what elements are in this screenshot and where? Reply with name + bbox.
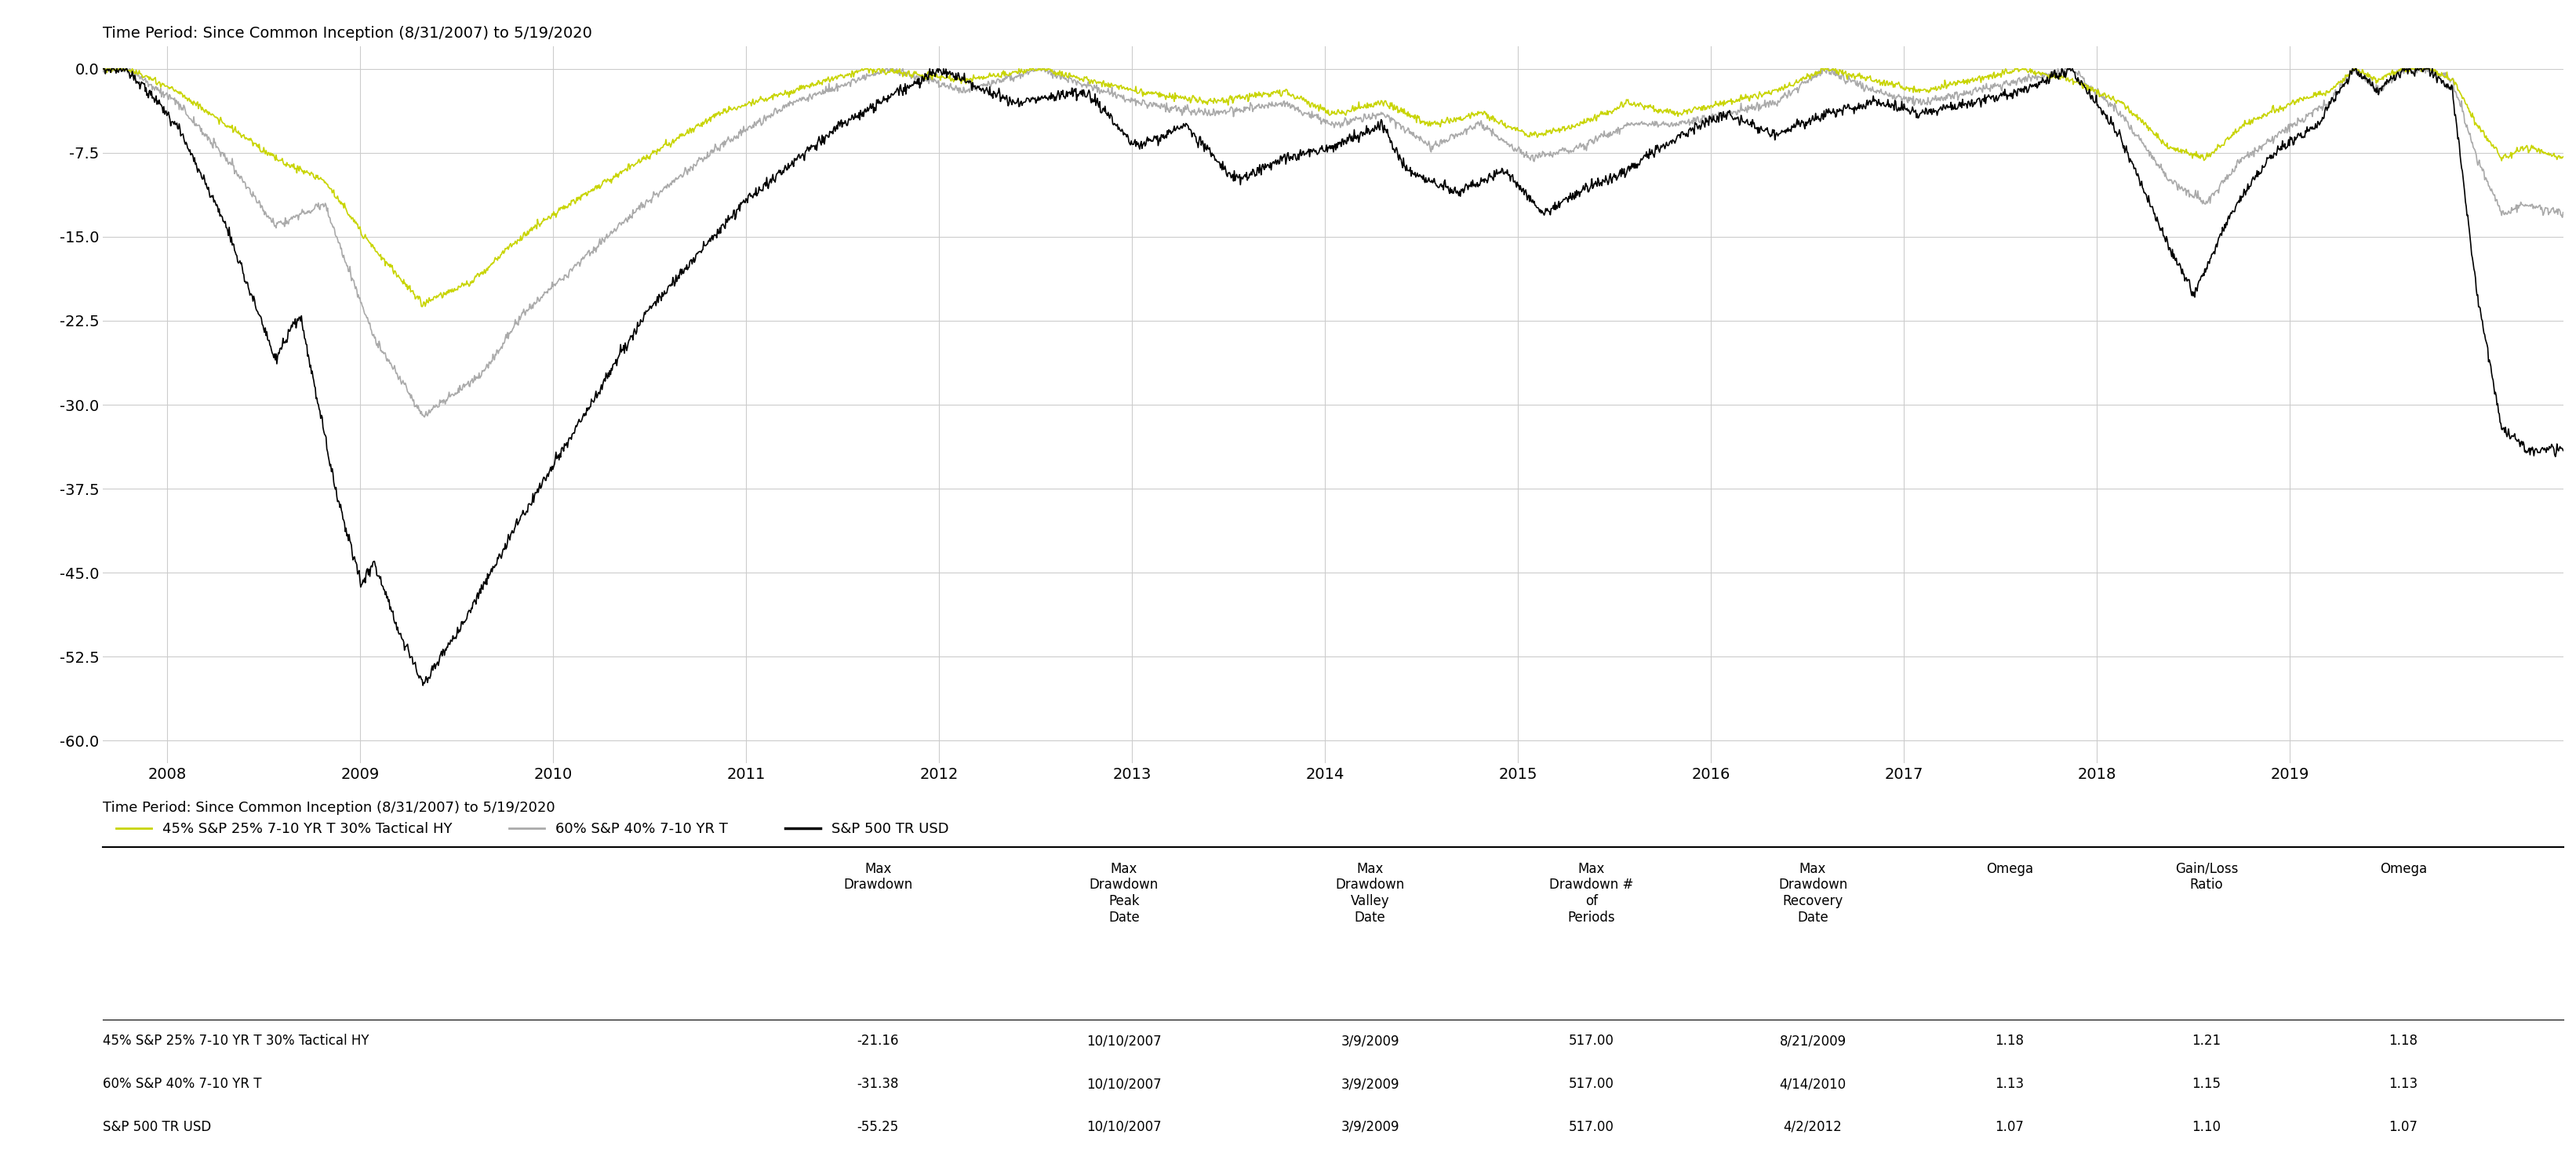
Text: Max
Drawdown: Max Drawdown xyxy=(842,862,912,892)
Text: 3/9/2009: 3/9/2009 xyxy=(1340,1076,1399,1092)
Text: 1.18: 1.18 xyxy=(1994,1034,2025,1047)
Text: 1.18: 1.18 xyxy=(2388,1034,2419,1047)
Text: Time Period: Since Common Inception (8/31/2007) to 5/19/2020: Time Period: Since Common Inception (8/3… xyxy=(103,800,556,814)
Text: 1.13: 1.13 xyxy=(2388,1076,2419,1092)
Text: S&P 500 TR USD: S&P 500 TR USD xyxy=(103,1119,211,1134)
Text: 3/9/2009: 3/9/2009 xyxy=(1340,1119,1399,1134)
Text: 45% S&P 25% 7-10 YR T 30% Tactical HY: 45% S&P 25% 7-10 YR T 30% Tactical HY xyxy=(103,1034,368,1047)
Text: 1.15: 1.15 xyxy=(2192,1076,2221,1092)
Text: -21.16: -21.16 xyxy=(858,1034,899,1047)
Text: 3/9/2009: 3/9/2009 xyxy=(1340,1034,1399,1047)
Text: Gain/Loss
Ratio: Gain/Loss Ratio xyxy=(2174,862,2239,892)
Legend: 45% S&P 25% 7-10 YR T 30% Tactical HY, 60% S&P 40% 7-10 YR T, S&P 500 TR USD: 45% S&P 25% 7-10 YR T 30% Tactical HY, 6… xyxy=(111,817,956,842)
Text: Max
Drawdown
Peak
Date: Max Drawdown Peak Date xyxy=(1090,862,1159,925)
Text: 60% S&P 40% 7-10 YR T: 60% S&P 40% 7-10 YR T xyxy=(103,1076,263,1092)
Text: 10/10/2007: 10/10/2007 xyxy=(1087,1119,1162,1134)
Text: 1.07: 1.07 xyxy=(1996,1119,2025,1134)
Text: Max
Drawdown #
of
Periods: Max Drawdown # of Periods xyxy=(1548,862,1633,925)
Text: -31.38: -31.38 xyxy=(858,1076,899,1092)
Text: -55.25: -55.25 xyxy=(858,1119,899,1134)
Text: Omega: Omega xyxy=(1986,862,2032,876)
Text: 10/10/2007: 10/10/2007 xyxy=(1087,1034,1162,1047)
Text: Omega: Omega xyxy=(2380,862,2427,876)
Text: 1.10: 1.10 xyxy=(2192,1119,2221,1134)
Text: 1.07: 1.07 xyxy=(2388,1119,2419,1134)
Text: 1.13: 1.13 xyxy=(1994,1076,2025,1092)
Text: Max
Drawdown
Recovery
Date: Max Drawdown Recovery Date xyxy=(1777,862,1847,925)
Text: 4/2/2012: 4/2/2012 xyxy=(1783,1119,1842,1134)
Text: Max
Drawdown
Valley
Date: Max Drawdown Valley Date xyxy=(1334,862,1404,925)
Text: 4/14/2010: 4/14/2010 xyxy=(1780,1076,1847,1092)
Text: 517.00: 517.00 xyxy=(1569,1034,1615,1047)
Text: 517.00: 517.00 xyxy=(1569,1076,1615,1092)
Text: 1.21: 1.21 xyxy=(2192,1034,2221,1047)
Text: 517.00: 517.00 xyxy=(1569,1119,1615,1134)
Text: Time Period: Since Common Inception (8/31/2007) to 5/19/2020: Time Period: Since Common Inception (8/3… xyxy=(103,26,592,41)
Text: 10/10/2007: 10/10/2007 xyxy=(1087,1076,1162,1092)
Text: 8/21/2009: 8/21/2009 xyxy=(1780,1034,1847,1047)
